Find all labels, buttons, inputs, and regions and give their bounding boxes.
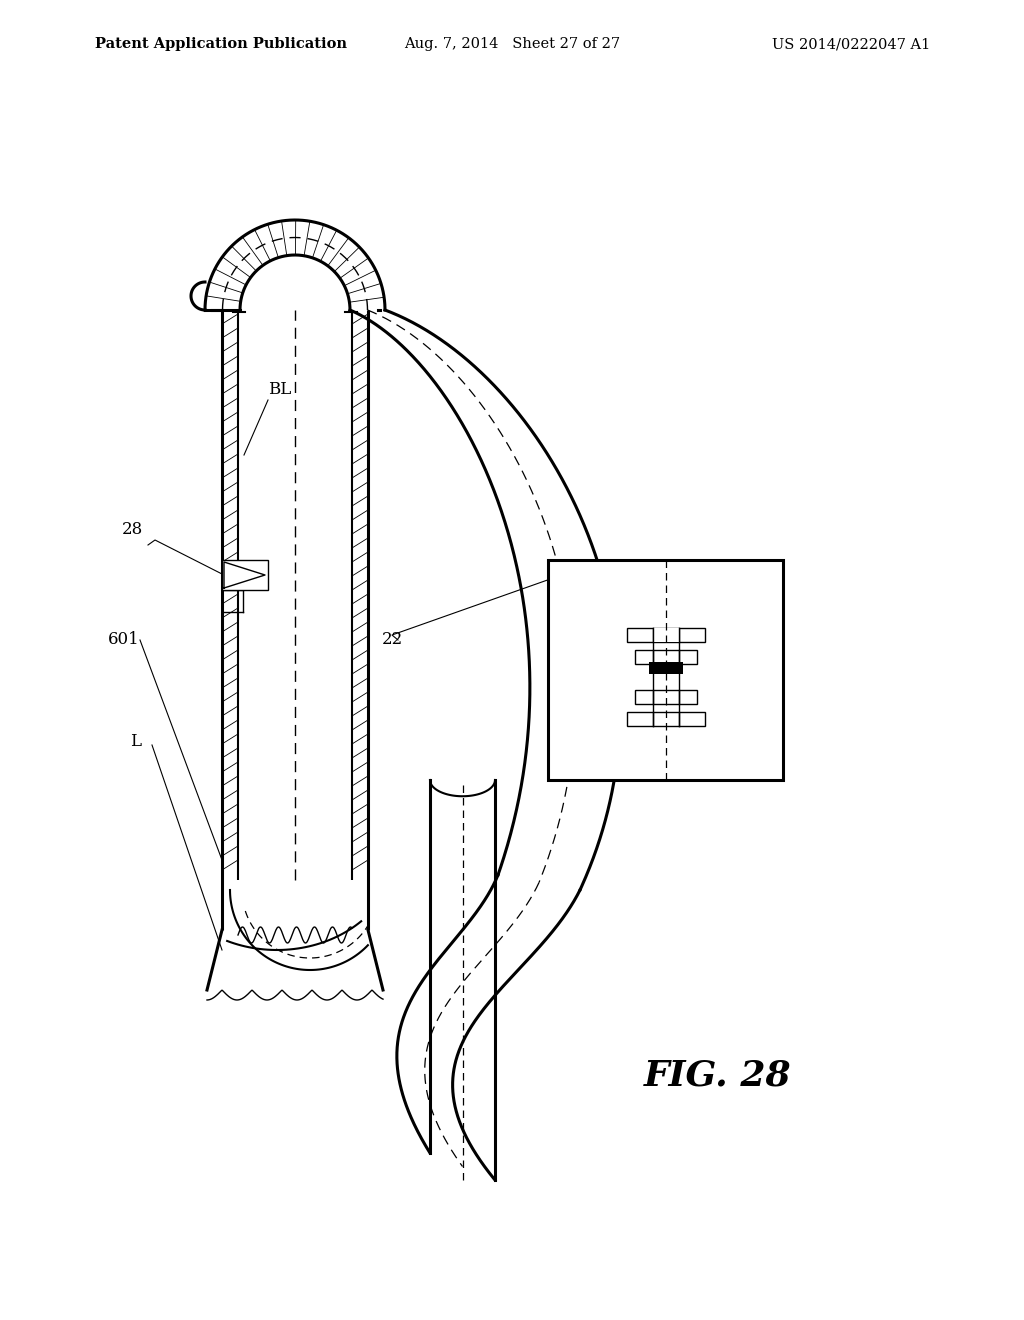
Bar xyxy=(627,628,705,642)
Text: BL: BL xyxy=(268,381,291,399)
Text: 600: 600 xyxy=(748,752,765,784)
Text: FIG. 28: FIG. 28 xyxy=(644,1059,792,1092)
Text: US 2014/0222047 A1: US 2014/0222047 A1 xyxy=(772,37,930,51)
Bar xyxy=(652,628,679,642)
Text: 601: 601 xyxy=(108,631,139,648)
Text: Aug. 7, 2014   Sheet 27 of 27: Aug. 7, 2014 Sheet 27 of 27 xyxy=(403,37,621,51)
Text: 28: 28 xyxy=(122,521,143,539)
Text: 22: 22 xyxy=(382,631,403,648)
Bar xyxy=(548,560,783,780)
Bar xyxy=(635,649,696,664)
Text: L: L xyxy=(130,733,141,750)
Bar xyxy=(627,711,705,726)
Bar xyxy=(648,663,683,675)
Bar xyxy=(635,690,696,704)
Text: Patent Application Publication: Patent Application Publication xyxy=(95,37,347,51)
Bar xyxy=(222,560,268,590)
